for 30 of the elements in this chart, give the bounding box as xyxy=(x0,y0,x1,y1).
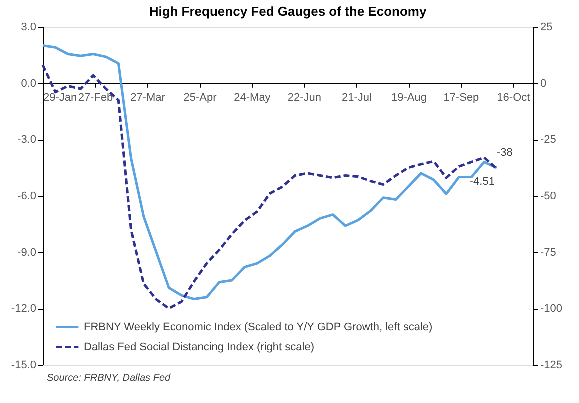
legend-label: FRBNY Weekly Economic Index (Scaled to Y/Y GDP Growth, left scale) xyxy=(84,322,433,334)
y2-tick-label: -75 xyxy=(540,246,556,259)
x-tick-label: 21-Jul xyxy=(342,92,372,104)
x-tick-label: 22-Jun xyxy=(288,92,322,104)
y2-tick-label: -25 xyxy=(540,134,556,146)
x-tick-label: 27-Feb xyxy=(78,92,114,104)
legend-label: Dallas Fed Social Distancing Index (right scale) xyxy=(84,342,314,354)
annotation: -38 xyxy=(496,146,513,159)
x-tick-label: 19-Aug xyxy=(391,92,427,104)
x-tick-label: 25-Apr xyxy=(184,92,218,104)
y2-tick-label: -50 xyxy=(540,190,556,202)
chart-title: High Frequency Fed Gauges of the Economy xyxy=(149,4,428,19)
y-tick-label: -9.0 xyxy=(18,246,36,259)
y-tick-label: 3.0 xyxy=(21,22,36,34)
annotation: -4.51 xyxy=(470,176,495,188)
x-tick-label: 17-Sep xyxy=(444,92,480,104)
y2-tick-label: -100 xyxy=(540,303,563,316)
y-tick-label: 0.0 xyxy=(21,78,36,90)
x-tick-label: 16-Oct xyxy=(497,92,530,104)
y2-tick-label: 0 xyxy=(540,78,547,90)
y-tick-label: -12.0 xyxy=(11,303,36,316)
x-tick-label: 29-Jan xyxy=(44,92,78,104)
x-tick-label: 24-May xyxy=(234,92,272,104)
y2-tick-label: 25 xyxy=(540,22,553,34)
y-tick-label: -15.0 xyxy=(11,360,36,372)
x-tick-label: 27-Mar xyxy=(130,92,166,104)
source-note: Source: FRBNY, Dallas Fed xyxy=(47,373,172,384)
y-tick-label: -3.0 xyxy=(18,134,36,146)
y2-tick-label: -125 xyxy=(540,360,563,372)
y-tick-label: -6.0 xyxy=(18,190,36,202)
